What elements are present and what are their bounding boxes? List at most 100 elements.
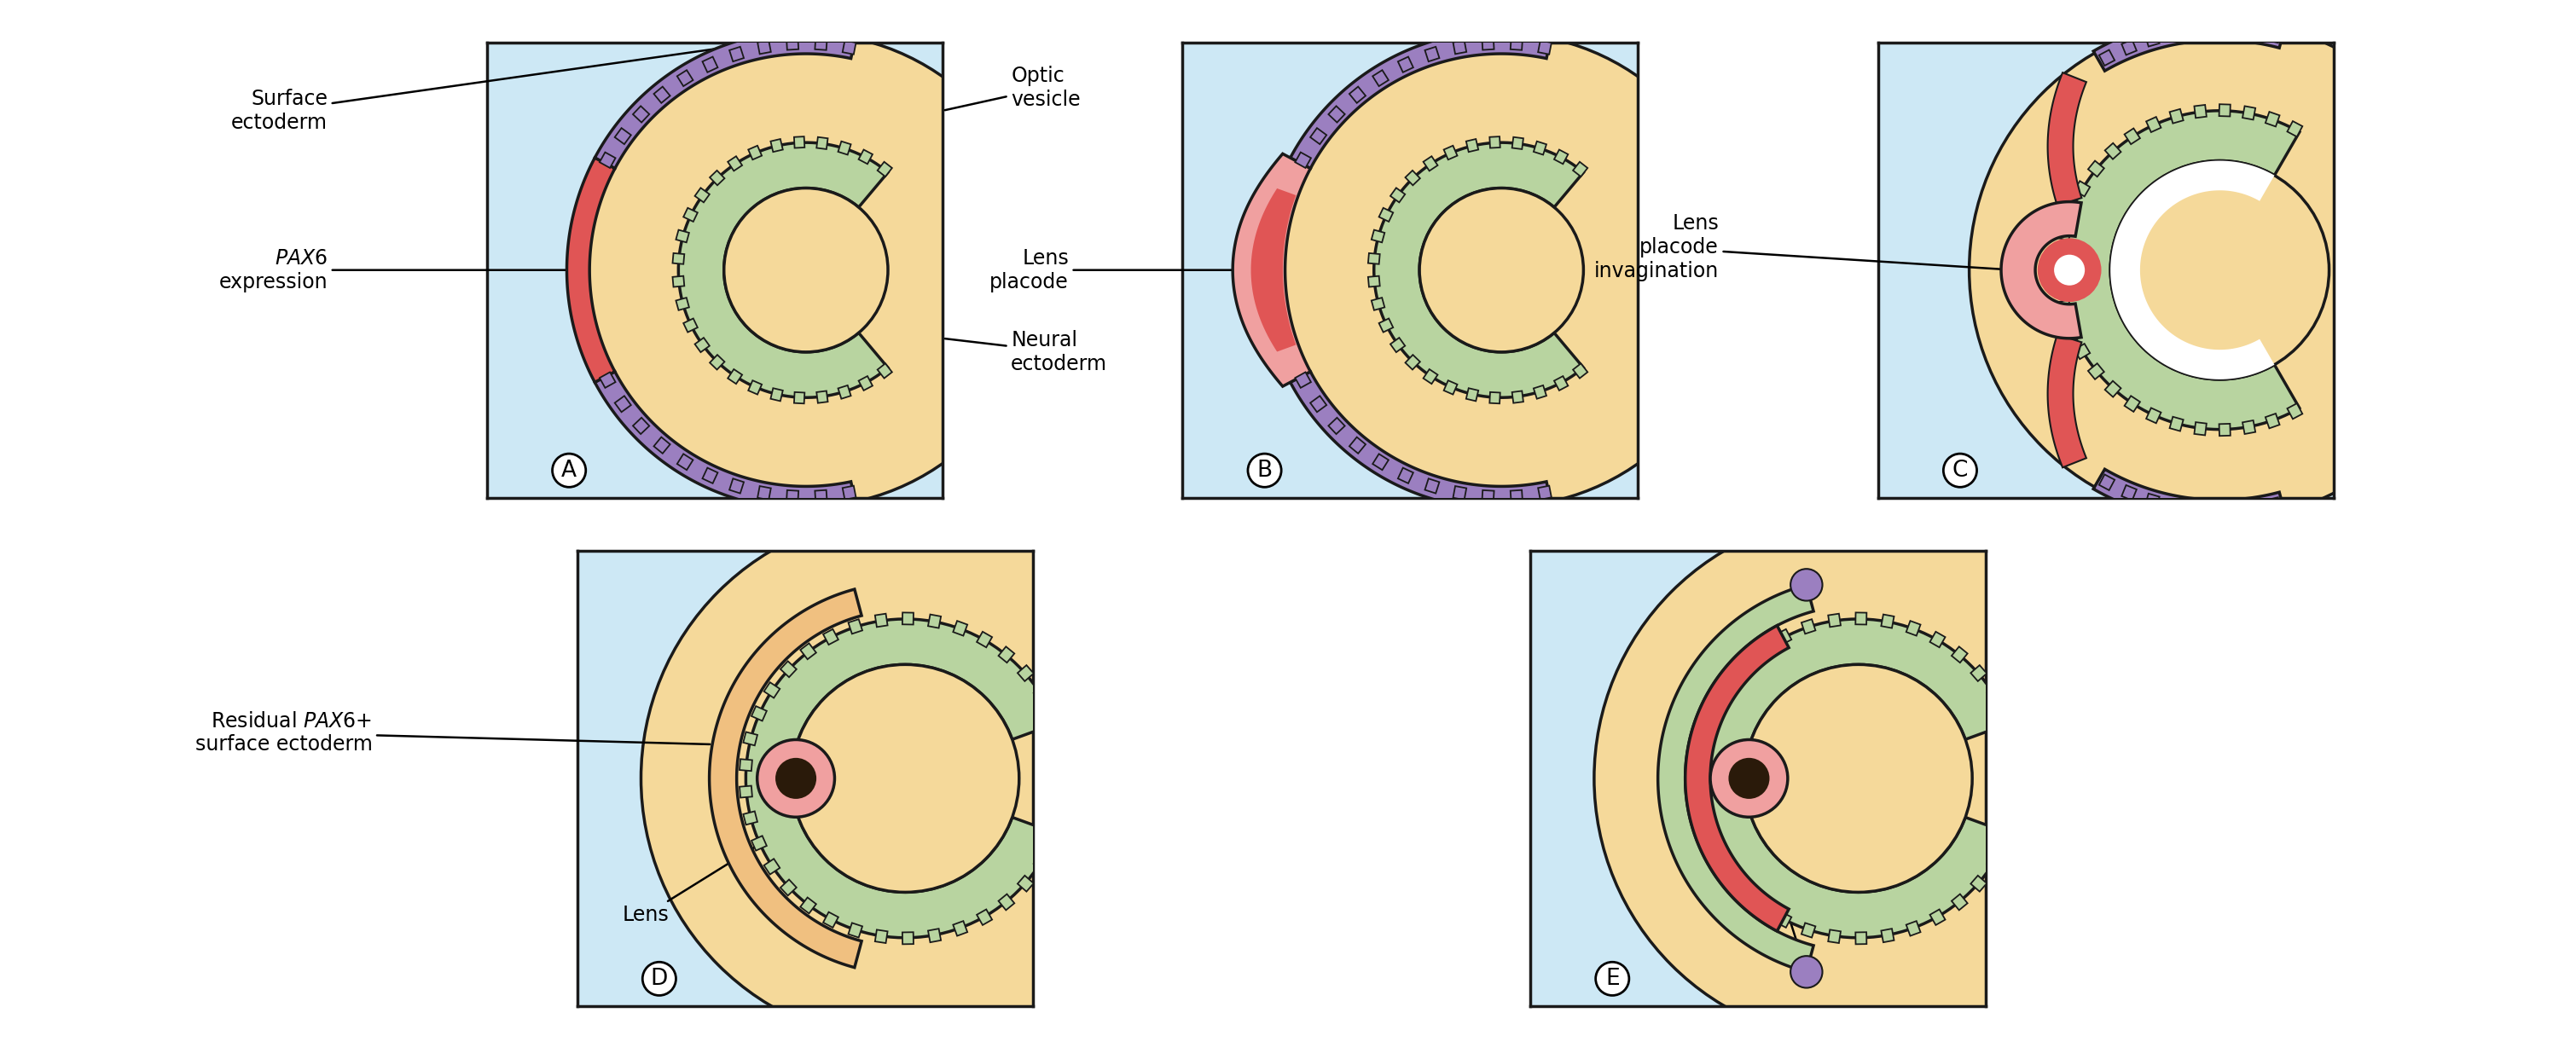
- Polygon shape: [757, 40, 770, 54]
- Polygon shape: [848, 620, 863, 634]
- Polygon shape: [953, 921, 969, 936]
- Circle shape: [1744, 665, 1973, 892]
- Polygon shape: [842, 40, 855, 54]
- Polygon shape: [902, 932, 914, 945]
- Polygon shape: [2195, 503, 2208, 516]
- Polygon shape: [1801, 620, 1816, 634]
- Polygon shape: [2053, 276, 2066, 288]
- Polygon shape: [1795, 1019, 1808, 1033]
- Polygon shape: [1425, 370, 1437, 383]
- Polygon shape: [703, 468, 719, 483]
- Polygon shape: [781, 880, 796, 896]
- Polygon shape: [2002, 202, 2081, 338]
- Polygon shape: [1373, 143, 1584, 397]
- Polygon shape: [595, 372, 855, 509]
- Polygon shape: [1399, 468, 1414, 483]
- Polygon shape: [1406, 170, 1419, 185]
- Polygon shape: [770, 389, 783, 401]
- Polygon shape: [2105, 143, 2120, 159]
- Polygon shape: [672, 253, 685, 264]
- Polygon shape: [1466, 389, 1479, 401]
- Polygon shape: [1819, 520, 1832, 534]
- Polygon shape: [672, 276, 685, 287]
- Polygon shape: [1234, 154, 1311, 387]
- Polygon shape: [2244, 420, 2257, 434]
- Circle shape: [2038, 238, 2102, 302]
- Polygon shape: [2063, 322, 2079, 337]
- Polygon shape: [1754, 897, 1770, 914]
- Circle shape: [1265, 33, 1739, 507]
- Polygon shape: [1329, 106, 1345, 123]
- Polygon shape: [1698, 732, 1710, 746]
- Polygon shape: [814, 490, 827, 503]
- Polygon shape: [2264, 414, 2280, 428]
- Polygon shape: [1373, 454, 1388, 470]
- Polygon shape: [765, 682, 781, 698]
- Polygon shape: [2094, 469, 2285, 523]
- Polygon shape: [1855, 932, 1868, 945]
- Polygon shape: [2287, 403, 2303, 419]
- Polygon shape: [1533, 385, 1546, 399]
- Polygon shape: [866, 520, 878, 534]
- Polygon shape: [858, 149, 873, 164]
- Polygon shape: [1986, 855, 2002, 869]
- Circle shape: [724, 189, 889, 352]
- Polygon shape: [1734, 661, 1749, 677]
- Polygon shape: [801, 643, 817, 660]
- Polygon shape: [1466, 139, 1479, 151]
- Circle shape: [1595, 515, 2123, 1042]
- Polygon shape: [1865, 1026, 1875, 1039]
- Polygon shape: [2195, 423, 2208, 435]
- Circle shape: [1968, 20, 2470, 520]
- Polygon shape: [708, 589, 860, 968]
- Polygon shape: [1971, 665, 1986, 681]
- Polygon shape: [1829, 613, 1842, 627]
- Polygon shape: [1443, 146, 1458, 160]
- Polygon shape: [976, 631, 992, 647]
- Polygon shape: [1718, 682, 1734, 698]
- Polygon shape: [1373, 70, 1388, 86]
- Polygon shape: [2218, 424, 2231, 436]
- Text: Residual $\it{PAX6}$+
surface ectoderm: Residual $\it{PAX6}$+ surface ectoderm: [196, 711, 711, 755]
- Polygon shape: [1350, 437, 1365, 453]
- Polygon shape: [2074, 344, 2089, 359]
- Text: Corneal
epithelium: Corneal epithelium: [1687, 756, 1834, 801]
- Circle shape: [569, 33, 1043, 507]
- Polygon shape: [2244, 25, 2257, 38]
- Polygon shape: [2195, 105, 2208, 118]
- Text: Optic
vesicle: Optic vesicle: [945, 66, 1079, 110]
- Polygon shape: [683, 319, 698, 333]
- Polygon shape: [1252, 189, 1296, 352]
- Polygon shape: [677, 143, 889, 397]
- Text: Neural
ectoderm: Neural ectoderm: [945, 330, 1108, 374]
- Polygon shape: [2221, 504, 2231, 517]
- Polygon shape: [912, 1026, 922, 1039]
- Polygon shape: [786, 490, 799, 503]
- Polygon shape: [876, 613, 889, 627]
- Polygon shape: [1553, 149, 1569, 164]
- Polygon shape: [1329, 417, 1345, 434]
- Polygon shape: [765, 859, 781, 875]
- Polygon shape: [889, 1026, 899, 1039]
- Polygon shape: [1510, 37, 1522, 50]
- Polygon shape: [976, 910, 992, 926]
- Polygon shape: [567, 158, 616, 382]
- Polygon shape: [1986, 687, 2002, 702]
- Polygon shape: [1842, 1026, 1852, 1039]
- Polygon shape: [1018, 876, 1033, 892]
- Polygon shape: [1705, 706, 1721, 721]
- Polygon shape: [1692, 759, 1705, 771]
- Polygon shape: [1512, 391, 1522, 403]
- Circle shape: [1790, 956, 1821, 988]
- Polygon shape: [1046, 712, 1061, 725]
- Polygon shape: [912, 518, 922, 531]
- Polygon shape: [2218, 104, 2231, 116]
- Polygon shape: [1829, 930, 1842, 944]
- Polygon shape: [1971, 876, 1986, 892]
- Polygon shape: [1880, 929, 1893, 943]
- Polygon shape: [1370, 230, 1386, 243]
- Polygon shape: [1734, 880, 1749, 896]
- Polygon shape: [2063, 203, 2079, 218]
- Polygon shape: [1574, 363, 1587, 378]
- Polygon shape: [1659, 585, 1814, 972]
